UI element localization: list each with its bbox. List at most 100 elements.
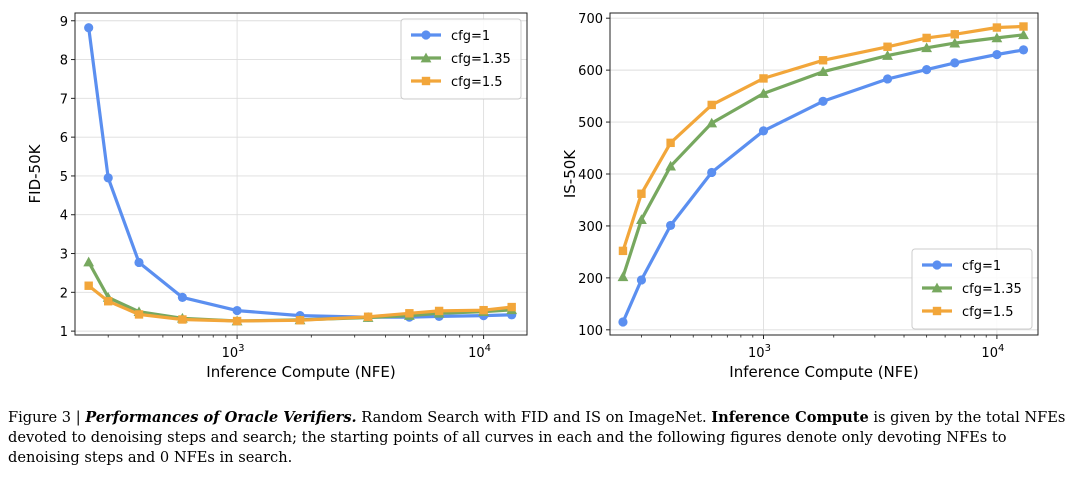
y-tick-label: 2 — [60, 286, 68, 301]
legend: cfg=1 cfg=1.35 cfg=1.5 — [400, 18, 522, 100]
y-tick-label: 5 — [60, 170, 68, 185]
data-point — [618, 246, 628, 256]
legend-label: cfg=1.5 — [451, 75, 503, 90]
data-point — [707, 167, 717, 178]
data-point — [363, 312, 373, 321]
x-axis-label: Inference Compute (NFE) — [729, 363, 918, 381]
x-tick-base: 10 — [748, 346, 765, 361]
caption-bold-term: Inference Compute — [711, 409, 869, 426]
y-tick-label: 100 — [578, 324, 603, 339]
data-point — [232, 305, 242, 316]
data-point — [1018, 45, 1029, 55]
y-axis-label: FID-50K — [26, 143, 44, 203]
y-tick-label: 8 — [60, 54, 68, 69]
series-1 — [618, 45, 1029, 327]
y-tick-label: 9 — [60, 15, 68, 30]
data-point — [636, 214, 647, 225]
data-point — [921, 42, 933, 53]
series-3 — [84, 281, 516, 326]
data-point — [922, 65, 932, 75]
y-tick-label: 600 — [578, 64, 603, 79]
data-point — [707, 100, 716, 110]
data-point — [817, 66, 829, 77]
data-point — [950, 30, 959, 39]
legend-label: cfg=1 — [962, 259, 1001, 274]
data-point — [666, 220, 676, 231]
legend-marker — [932, 306, 942, 316]
data-point — [84, 281, 93, 290]
data-point — [405, 309, 414, 318]
data-point — [759, 74, 768, 83]
data-point — [758, 126, 769, 136]
data-point — [104, 297, 113, 306]
data-point — [758, 88, 769, 98]
data-point — [134, 310, 144, 319]
data-point — [706, 117, 718, 128]
x-tick-base: 10 — [981, 346, 998, 361]
x-tick-label: 103 — [222, 343, 245, 361]
series-3 — [618, 22, 1028, 256]
legend-marker — [421, 76, 431, 86]
data-point — [818, 56, 828, 65]
data-point — [922, 33, 931, 43]
data-point — [992, 49, 1002, 60]
data-point — [617, 271, 629, 282]
data-point — [992, 23, 1002, 32]
data-point — [479, 305, 488, 315]
data-point — [507, 302, 516, 312]
legend-box — [911, 248, 1033, 330]
data-point — [434, 306, 444, 316]
legend-box — [400, 18, 522, 100]
caption-title: Performances of Oracle Verifiers. — [85, 409, 357, 426]
data-point — [636, 275, 647, 285]
x-tick-label: 104 — [468, 343, 491, 361]
legend-label: cfg=1.35 — [451, 52, 511, 67]
legend: cfg=1 cfg=1.35 cfg=1.5 — [911, 248, 1033, 330]
data-point — [1018, 29, 1029, 40]
y-tick-label: 3 — [60, 248, 68, 263]
x-tick-label: 104 — [981, 343, 1004, 361]
data-point — [882, 74, 893, 84]
data-point — [637, 189, 646, 198]
legend-marker — [932, 260, 942, 270]
series-2 — [617, 29, 1029, 282]
y-tick-label: 7 — [60, 92, 68, 107]
x-tick-base: 10 — [468, 346, 485, 361]
caption-text-2: is given by the total NFEs devoted to de… — [8, 409, 1066, 466]
x-tick-exponent: 3 — [238, 343, 244, 354]
legend-marker — [931, 282, 943, 293]
data-point — [618, 317, 628, 327]
data-point — [83, 256, 95, 267]
x-tick-base: 10 — [222, 346, 239, 361]
figure-caption: Figure 3 | Performances of Oracle Verifi… — [8, 408, 1074, 468]
data-point — [882, 50, 893, 60]
data-point — [84, 23, 94, 33]
data-point — [232, 316, 242, 326]
data-point — [103, 173, 113, 183]
x-axis-label: Inference Compute (NFE) — [206, 363, 395, 381]
data-point — [665, 160, 677, 171]
data-point — [134, 257, 144, 268]
x-tick-exponent: 4 — [998, 343, 1004, 354]
data-point — [991, 32, 1003, 43]
data-point — [178, 315, 187, 324]
caption-figure-label: Figure 3 | — [8, 409, 86, 426]
y-tick-label: 4 — [60, 209, 68, 224]
legend-marker — [421, 30, 431, 40]
caption-text-1: Random Search with FID and IS on ImageNe… — [356, 409, 712, 426]
data-point — [949, 37, 961, 48]
x-tick-exponent: 3 — [765, 343, 771, 354]
data-point — [818, 96, 828, 106]
legend-label: cfg=1.5 — [962, 305, 1014, 320]
x-tick-exponent: 4 — [485, 343, 491, 354]
data-point — [950, 58, 960, 68]
legend-marker — [420, 52, 432, 63]
legend-label: cfg=1.35 — [962, 282, 1022, 297]
plot-frame — [74, 12, 528, 336]
y-axis-label: IS-50K — [561, 149, 579, 198]
y-tick-label: 700 — [578, 12, 603, 27]
y-tick-label: 500 — [578, 116, 603, 131]
y-tick-label: 400 — [578, 168, 603, 183]
